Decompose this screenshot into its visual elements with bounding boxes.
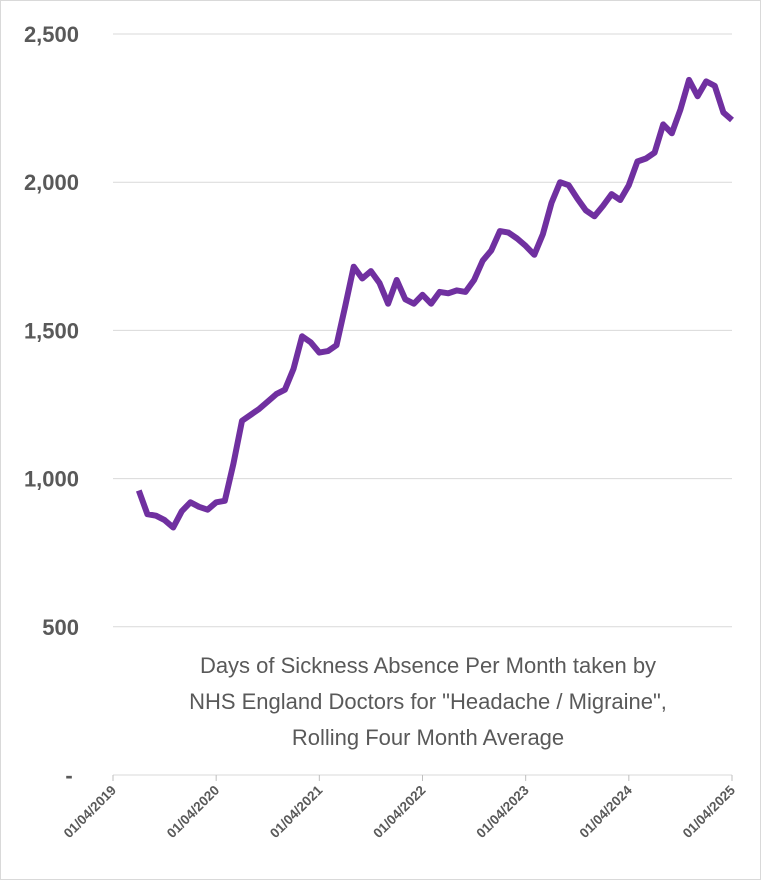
y-tick-label: 500	[42, 615, 79, 640]
y-tick-label: 1,000	[24, 467, 79, 492]
x-axis-tick-labels: 01/04/2019 01/04/2020 01/04/2021 01/04/2022…	[61, 782, 739, 841]
x-tick-label: 01/04/2023	[473, 782, 532, 841]
y-tick-label: 2,000	[24, 170, 79, 195]
x-tick-label: 01/04/2021	[267, 782, 326, 841]
y-tick-label: -	[65, 763, 72, 788]
chart-title-line: Rolling Four Month Average	[292, 725, 564, 750]
y-tick-label: 1,500	[24, 318, 79, 343]
x-tick-label: 01/04/2025	[680, 782, 739, 841]
chart-title: Days of Sickness Absence Per Month taken…	[189, 653, 667, 750]
series-group	[135, 76, 734, 531]
chart-title-line: Days of Sickness Absence Per Month taken…	[200, 653, 656, 678]
x-tick-label: 01/04/2022	[370, 783, 428, 841]
chart-title-line: NHS England Doctors for "Headache / Migr…	[189, 689, 667, 714]
y-axis-tick-labels: - 500 1,000 1,500 2,000 2,500	[24, 22, 79, 788]
x-tick-label: 01/04/2019	[61, 783, 119, 841]
y-tick-label: 2,500	[24, 22, 79, 47]
gridlines	[113, 33, 732, 628]
x-tick-label: 01/04/2024	[577, 782, 636, 841]
x-tick-label: 01/04/2020	[164, 783, 222, 841]
x-axis	[112, 774, 733, 781]
series-line	[135, 76, 734, 531]
